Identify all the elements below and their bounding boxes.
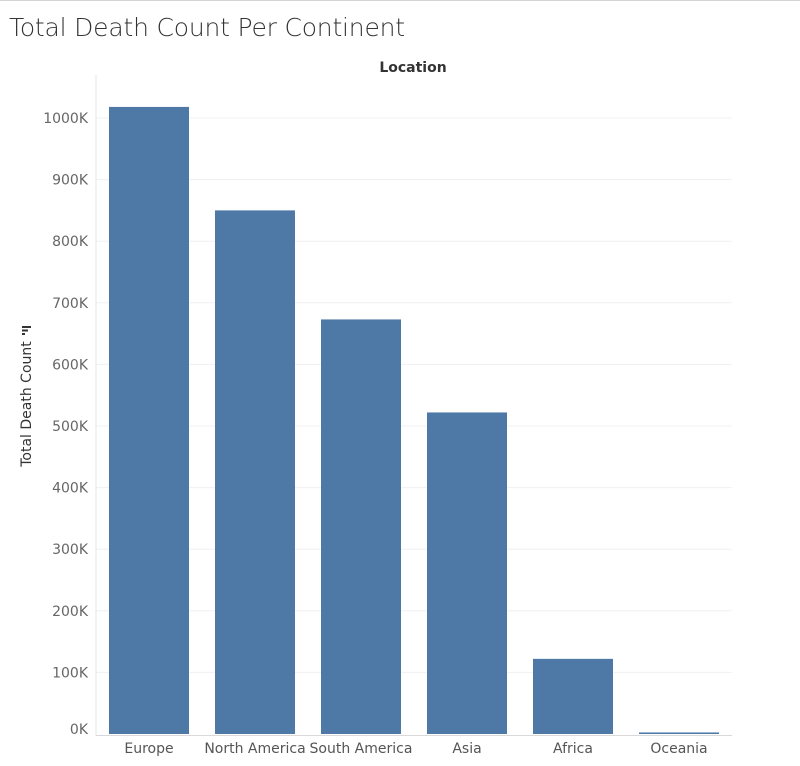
y-tick-label: 400K — [52, 481, 89, 497]
x-category-label: North America — [204, 741, 305, 757]
chart-title: Total Death Count Per Continent — [9, 13, 405, 42]
y-tick-label: 1000K — [43, 111, 89, 127]
top-border — [0, 0, 800, 1]
x-category-label: Oceania — [650, 741, 707, 757]
y-axis-title-group: Total Death Count — [19, 326, 35, 468]
gridlines — [96, 117, 732, 673]
bar-oceania[interactable] — [639, 732, 719, 734]
y-tick-label: 600K — [52, 357, 89, 373]
x-category-label: Europe — [124, 741, 173, 757]
x-category-labels: Europe North America South America Asia Afri… — [124, 741, 707, 757]
y-tick-label: 900K — [52, 173, 89, 189]
x-axis-header: Location — [379, 60, 446, 76]
y-tick-label: 800K — [52, 234, 89, 250]
x-category-label: South America — [310, 741, 413, 757]
y-tick-label: 0K — [70, 722, 89, 738]
bar-africa[interactable] — [533, 658, 613, 734]
y-tick-label: 200K — [52, 604, 89, 620]
bar-europe[interactable] — [109, 106, 189, 735]
sort-descending-icon[interactable] — [22, 326, 31, 335]
bar-asia[interactable] — [427, 412, 507, 734]
y-tick-label: 100K — [52, 665, 89, 681]
y-tick-label: 700K — [52, 296, 89, 312]
y-axis-label: Total Death Count — [19, 341, 35, 468]
bar-north-america[interactable] — [215, 210, 295, 734]
x-category-label: Africa — [553, 741, 593, 757]
bar-south-america[interactable] — [321, 319, 401, 734]
y-tick-labels: 0K 100K 200K 300K 400K 500K 600K 700K 800K 900K 10… — [43, 111, 89, 738]
x-category-label: Asia — [452, 741, 481, 757]
y-tick-label: 300K — [52, 542, 89, 558]
y-tick-label: 500K — [52, 419, 89, 435]
bars — [109, 106, 719, 735]
